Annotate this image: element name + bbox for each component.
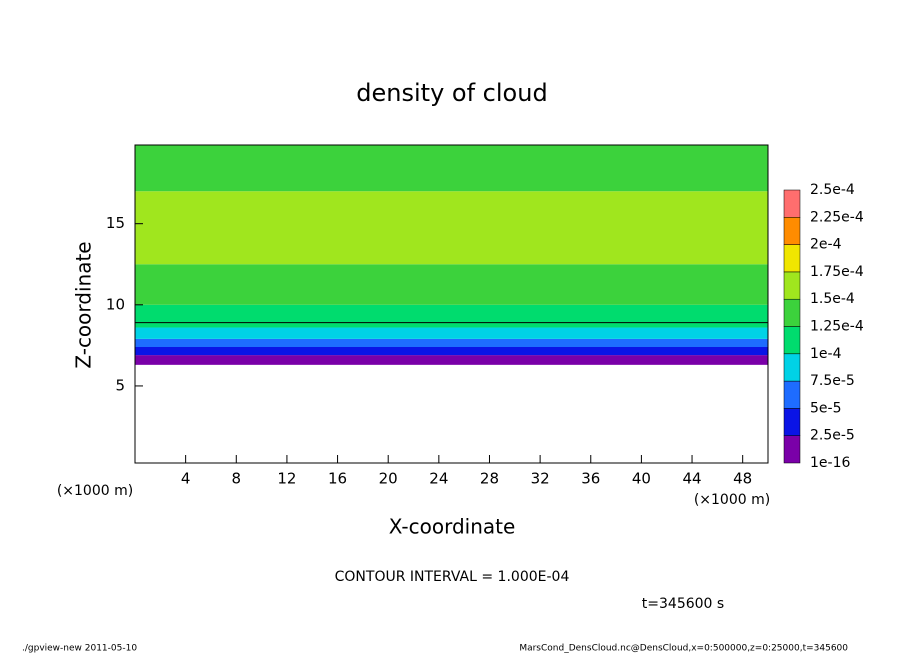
colorbar-label: 5e-5 bbox=[810, 400, 841, 416]
colorbar-label: 1.5e-4 bbox=[810, 291, 855, 307]
x-tick-label: 28 bbox=[480, 470, 499, 488]
colorbar-label: 1e-16 bbox=[810, 455, 850, 471]
plot-frame bbox=[134, 144, 769, 464]
x-tick-label: 44 bbox=[682, 470, 701, 488]
x-tick-label: 4 bbox=[181, 470, 191, 488]
footer-left: ./gpview-new 2011-05-10 bbox=[22, 644, 137, 654]
colorbar-box bbox=[783, 217, 801, 245]
colorbar-box bbox=[783, 271, 801, 300]
x-tick-label: 8 bbox=[232, 470, 242, 488]
x-axis-label: X-coordinate bbox=[389, 515, 516, 539]
x-tick-label: 24 bbox=[429, 470, 448, 488]
colorbar-label: 2.5e-4 bbox=[810, 182, 855, 198]
colorbar-box bbox=[783, 244, 801, 273]
footer-right: MarsCond_DensCloud.nc@DensCloud,x=0:5000… bbox=[519, 644, 848, 654]
colorbar-box bbox=[783, 353, 801, 382]
colorbar-label: 2.5e-5 bbox=[810, 428, 855, 444]
colorbar-label: 1e-4 bbox=[810, 346, 842, 362]
time-label: t=345600 s bbox=[642, 596, 724, 612]
x-tick-label: 16 bbox=[328, 470, 347, 488]
colorbar-label: 2e-4 bbox=[810, 237, 842, 253]
density-band bbox=[135, 346, 768, 356]
x-tick-label: 32 bbox=[531, 470, 550, 488]
density-band bbox=[135, 304, 768, 328]
x-tick-label: 36 bbox=[581, 470, 600, 488]
density-band bbox=[135, 145, 768, 192]
x-tick-label: 12 bbox=[277, 470, 296, 488]
density-band bbox=[135, 355, 768, 365]
x-tick-label: 20 bbox=[379, 470, 398, 488]
colorbar-label: 1.25e-4 bbox=[810, 319, 864, 335]
colorbar-box bbox=[783, 298, 801, 327]
colorbar-label: 2.25e-4 bbox=[810, 209, 864, 225]
chart-title: density of cloud bbox=[356, 79, 547, 107]
density-band bbox=[135, 191, 768, 265]
x-tick-label: 40 bbox=[632, 470, 651, 488]
density-band bbox=[135, 264, 768, 305]
density-band bbox=[135, 327, 768, 339]
x-unit: (×1000 m) bbox=[694, 492, 770, 508]
density-band bbox=[135, 338, 768, 347]
colorbar-label: 1.75e-4 bbox=[810, 264, 864, 280]
colorbar-box bbox=[783, 189, 801, 218]
colorbar-box bbox=[783, 326, 801, 355]
colorbar-box bbox=[783, 380, 801, 409]
y-tick-label: 15 bbox=[106, 214, 125, 232]
colorbar-box bbox=[783, 408, 801, 436]
colorbar-box bbox=[783, 435, 801, 464]
y-tick-label: 10 bbox=[106, 295, 125, 313]
y-axis-label: Z-coordinate bbox=[72, 241, 96, 368]
contour-interval: CONTOUR INTERVAL = 1.000E-04 bbox=[335, 569, 570, 585]
y-tick-label: 5 bbox=[115, 376, 125, 394]
colorbar-label: 7.5e-5 bbox=[810, 373, 855, 389]
x-tick-label: 48 bbox=[733, 470, 752, 488]
y-unit: (×1000 m) bbox=[57, 483, 133, 499]
